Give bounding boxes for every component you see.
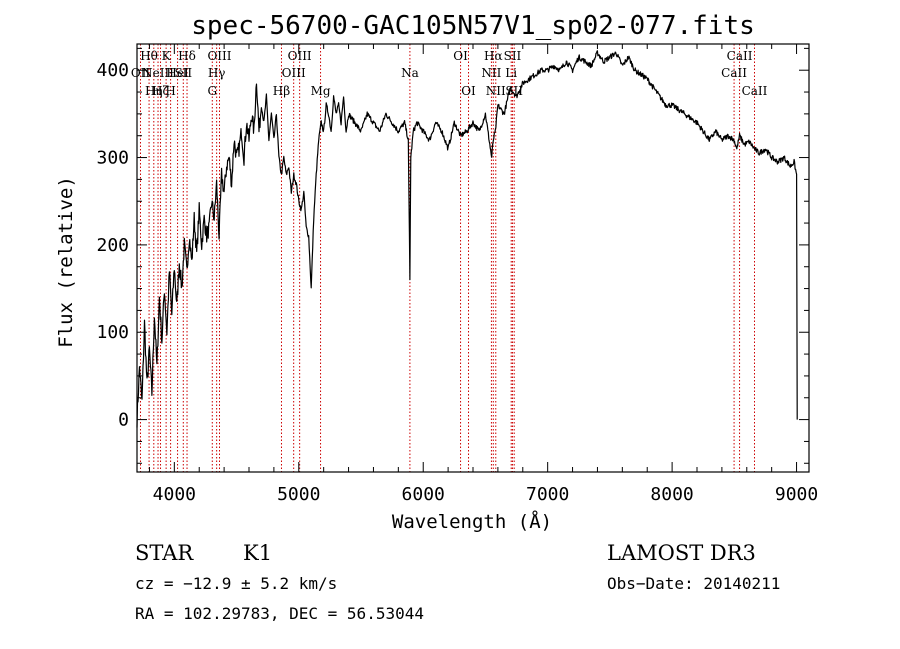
line-label: SII — [504, 49, 522, 63]
line-label: OI — [461, 84, 476, 98]
obs-date: Obs−Date: 20140211 — [607, 574, 780, 593]
x-axis-label: Wavelength (Å) — [392, 510, 552, 533]
y-tick-label: 100 — [96, 322, 129, 343]
y-tick-label: 400 — [96, 60, 129, 81]
line-label: K — [162, 49, 172, 63]
x-tick-label: 4000 — [153, 484, 196, 505]
coordinates: RA = 102.29783, DEC = 56.53044 — [135, 604, 424, 623]
chart-title: spec-56700-GAC105N57V1_sp02-077.fits — [191, 11, 755, 41]
line-label: OIII — [282, 66, 306, 80]
line-label: G — [207, 84, 217, 98]
redshift-readout: cz = −12.9 ± 5.2 km/s — [135, 574, 337, 593]
line-label: Li — [505, 66, 517, 80]
line-label: H — [165, 84, 175, 98]
line-label: Hδ — [178, 49, 196, 63]
spectral-line-labels: OIIHθHηNeIIIHζKHHeISIIHδGHγOIIIHβOIIIOII… — [131, 49, 768, 98]
line-label: HeI — [166, 66, 189, 80]
x-tick-label: 8000 — [650, 484, 693, 505]
line-label: Hγ — [208, 66, 226, 80]
line-label: OIII — [288, 49, 312, 63]
survey-name: LAMOST DR3 — [607, 541, 756, 565]
y-axis-label: Flux (relative) — [55, 176, 77, 348]
line-label: Hη — [145, 84, 163, 98]
spectrum-line — [136, 50, 798, 428]
line-label: CaII — [742, 84, 768, 98]
x-tick-label: 5000 — [277, 484, 320, 505]
line-label: CaII — [727, 49, 753, 63]
line-label: SII — [505, 84, 523, 98]
line-label: Na — [401, 66, 419, 80]
line-label: OIII — [207, 49, 231, 63]
x-tick-label: 6000 — [402, 484, 445, 505]
line-label: SII — [174, 66, 192, 80]
line-label: Hθ — [140, 49, 158, 63]
object-subclass: K1 — [243, 541, 272, 565]
x-axis-ticks: 4000 5000 6000 7000 8000 9000 — [148, 44, 818, 505]
line-label: NII — [486, 84, 506, 98]
plot-frame — [136, 43, 810, 473]
line-label: Hζ — [152, 84, 169, 98]
line-label: Mg — [311, 84, 331, 98]
line-label: NII — [481, 66, 501, 80]
y-tick-label: 200 — [96, 235, 129, 256]
line-label: Hβ — [273, 84, 290, 98]
y-tick-label: 0 — [118, 410, 129, 431]
y-tick-label: 300 — [96, 148, 129, 169]
line-label: NeIII — [142, 66, 174, 80]
object-class: STAR — [135, 541, 194, 565]
line-label: CaII — [721, 66, 747, 80]
line-label: OI — [453, 49, 468, 63]
x-tick-label: 7000 — [526, 484, 569, 505]
x-tick-label: 9000 — [775, 484, 818, 505]
line-label: Hα — [484, 49, 503, 63]
y-axis-ticks: 0 100 200 300 400 — [96, 47, 809, 464]
line-label: OII — [131, 66, 151, 80]
spectral-line-markers — [139, 44, 755, 472]
